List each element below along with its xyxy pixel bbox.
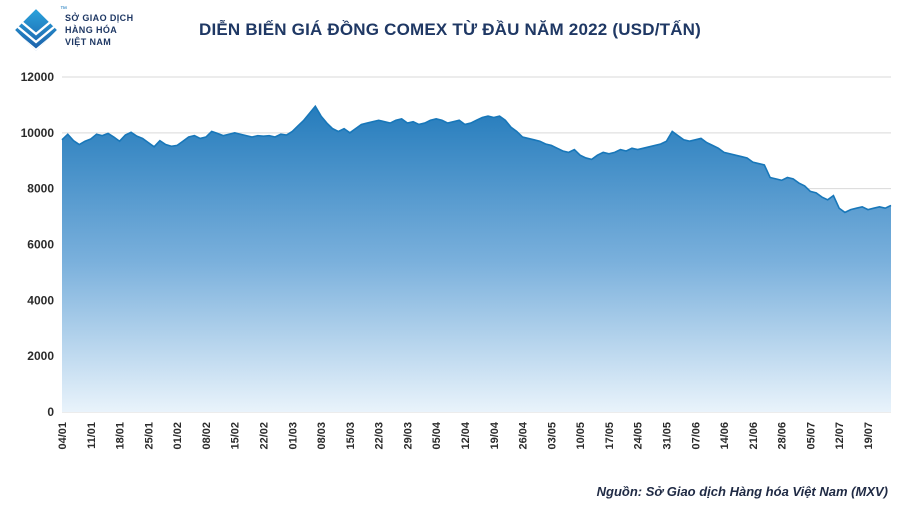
x-axis-tick-label: 26/04	[518, 421, 530, 449]
x-axis-tick-label: 10/05	[575, 422, 587, 450]
x-axis-tick-label: 17/05	[604, 422, 616, 450]
x-axis-tick-label: 19/04	[489, 421, 501, 449]
price-area-series	[62, 106, 891, 412]
y-axis-tick-label: 2000	[27, 349, 54, 363]
x-axis-tick-label: 19/07	[863, 422, 875, 450]
chart-area: 0 2000 4000 6000 8000 10000 12000 04/01 11/01 18/…	[0, 62, 900, 482]
x-axis-tick-label: 24/05	[633, 422, 645, 450]
logo-text-line2: HÀNG HÓA	[65, 25, 118, 35]
mxv-logo: ™ SỞ GIAO DỊCH HÀNG HÓA VIỆT NAM	[14, 6, 133, 52]
x-axis-tick-label: 07/06	[690, 422, 702, 450]
x-axis-tick-label: 21/06	[748, 422, 760, 450]
trademark-symbol: ™	[60, 6, 67, 13]
x-axis-tick-label: 08/02	[201, 422, 213, 450]
x-axis-tick-label: 29/03	[402, 422, 414, 450]
y-axis-tick-label: 6000	[27, 238, 54, 252]
x-axis-tick-label: 18/01	[115, 422, 127, 450]
mxv-logo-mark-icon	[15, 9, 57, 51]
y-axis-tick-label: 10000	[21, 126, 55, 140]
y-axis-tick-label: 8000	[27, 182, 54, 196]
y-axis-tick-label: 4000	[27, 293, 54, 307]
x-axis-tick-label: 15/03	[345, 422, 357, 450]
price-line-series	[61, 104, 892, 214]
logo-text-line3: VIỆT NAM	[65, 37, 112, 47]
x-axis-tick-label: 11/01	[86, 422, 98, 449]
x-axis-tick-label: 05/07	[805, 422, 817, 450]
logo-text-line1: SỞ GIAO DỊCH	[65, 13, 134, 23]
x-axis-tick-label: 01/02	[172, 422, 184, 450]
x-axis-tick-label: 01/03	[287, 422, 299, 450]
source-note: Nguồn: Sở Giao dịch Hàng hóa Việt Nam (M…	[596, 484, 888, 499]
x-axis-tick-label: 28/06	[777, 422, 789, 450]
x-axis-tick-label: 12/04	[460, 421, 472, 449]
x-axis-tick-label: 31/05	[661, 422, 673, 450]
y-axis-tick-label: 12000	[21, 70, 55, 84]
x-axis-tick-label: 05/04	[431, 421, 443, 449]
y-axis-tick-label: 0	[47, 405, 54, 419]
x-axis-tick-label: 04/01	[57, 422, 69, 450]
x-axis-tick-label: 03/05	[546, 422, 558, 450]
x-axis-tick-label: 14/06	[719, 422, 731, 450]
chart-title: DIỄN BIẾN GIÁ ĐỒNG COMEX TỪ ĐẦU NĂM 2022…	[198, 20, 702, 39]
x-axis-tick-label: 25/01	[143, 422, 155, 450]
x-axis-tick-label: 22/02	[258, 422, 270, 450]
mxv-logo-text: SỞ GIAO DỊCH HÀNG HÓA VIỆT NAM	[65, 12, 133, 48]
price-chart: 0 2000 4000 6000 8000 10000 12000 04/01 11/01 18/…	[21, 70, 892, 450]
x-axis-tick-label: 22/03	[374, 422, 386, 450]
x-axis-tick-label: 08/03	[316, 422, 328, 450]
x-axis-tick-label: 15/02	[230, 422, 242, 450]
x-axis-tick-label: 12/07	[834, 422, 846, 450]
